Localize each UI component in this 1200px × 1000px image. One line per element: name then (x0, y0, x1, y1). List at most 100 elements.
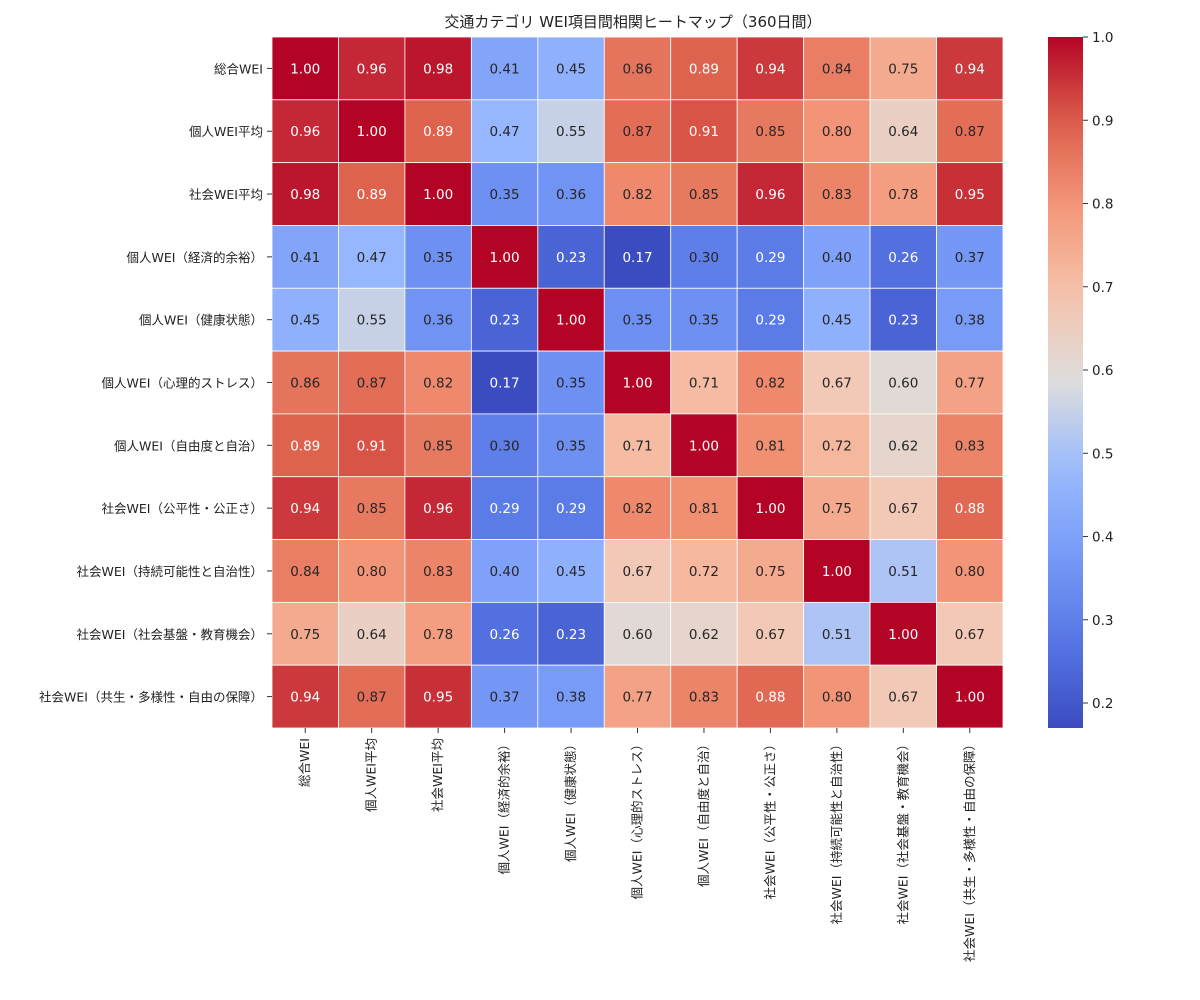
cell-value-label: 0.35 (490, 187, 520, 203)
colorbar-tick-label: 0.3 (1092, 613, 1113, 629)
heatmap-cell (869, 476, 937, 540)
heatmap-cell (338, 99, 406, 164)
cell-value-label: 0.23 (556, 250, 586, 266)
cell-value-label: 0.82 (622, 501, 652, 517)
cell-value-label: 0.94 (955, 61, 985, 77)
heatmap-cell (670, 36, 738, 101)
cell-value-label: 0.67 (888, 501, 918, 517)
cell-value-label: 0.85 (755, 124, 785, 140)
cell-value-label: 0.72 (822, 438, 852, 454)
cell-value-label: 0.77 (955, 376, 985, 392)
cell-value-label: 0.17 (490, 376, 520, 392)
colorbar-gradient (1048, 37, 1083, 728)
heatmap-cell (338, 287, 406, 352)
x-tick-label: 社会WEI平均 (430, 738, 445, 812)
cell-value-label: 0.62 (888, 438, 918, 454)
y-tick-label: 個人WEI平均 (189, 124, 263, 139)
heatmap-cell (803, 287, 871, 352)
heatmap-cell (271, 601, 339, 666)
y-tick-label: 個人WEI（自由度と自治） (114, 438, 263, 453)
cell-value-label: 0.91 (357, 438, 387, 454)
heatmap-cell (670, 287, 738, 352)
y-tick-label: 個人WEI（健康状態） (139, 313, 263, 328)
heatmap-cell (736, 99, 805, 164)
cell-value-label: 0.82 (755, 376, 785, 392)
heatmap-cell (537, 476, 605, 540)
heatmap-cell (470, 350, 539, 415)
heatmap-cell (936, 476, 1004, 540)
cell-value-label: 0.80 (822, 124, 852, 140)
chart-title: 交通カテゴリ WEI項目間相関ヒートマップ（360日間） (444, 13, 821, 31)
heatmap-cell (338, 225, 406, 289)
heatmap-cell (470, 99, 539, 164)
cell-value-label: 0.23 (888, 313, 918, 329)
cell-value-label: 0.84 (822, 61, 852, 77)
cell-value-label: 0.71 (689, 376, 719, 392)
y-tick-label: 社会WEI平均 (189, 187, 263, 202)
x-tick-label: 個人WEI（経済的余裕） (497, 738, 512, 874)
cell-value-label: 0.89 (357, 187, 387, 203)
heatmap-cell (404, 664, 472, 729)
cell-value-label: 1.00 (357, 124, 387, 140)
cell-value-label: 0.75 (888, 61, 918, 77)
cell-value-label: 0.96 (423, 501, 453, 517)
cell-value-label: 0.38 (955, 313, 985, 329)
cell-value-label: 0.81 (689, 501, 719, 517)
x-tick-label: 社会WEI（社会基盤・教育機会） (895, 738, 910, 924)
cell-value-label: 0.75 (290, 627, 320, 643)
cell-value-label: 0.86 (622, 61, 652, 77)
cell-value-label: 0.87 (622, 124, 652, 140)
cell-value-label: 0.37 (490, 690, 520, 706)
cell-value-label: 0.64 (888, 124, 918, 140)
cell-value-label: 0.98 (290, 187, 320, 203)
y-tick-label: 総合WEI (214, 61, 263, 76)
cell-value-label: 0.36 (556, 187, 586, 203)
cell-value-label: 0.72 (689, 564, 719, 580)
cell-value-label: 0.94 (755, 61, 785, 77)
heatmap-cell (470, 664, 539, 729)
cell-value-label: 0.77 (622, 690, 652, 706)
heatmap-cell (603, 539, 672, 603)
y-tick-label: 社会WEI（持続可能性と自治性） (77, 564, 263, 579)
cell-value-label: 0.47 (490, 124, 520, 140)
cell-value-label: 0.35 (622, 313, 652, 329)
cell-value-label: 1.00 (955, 690, 985, 706)
heatmap-cell (936, 36, 1004, 101)
colorbar-tick-label: 0.2 (1092, 696, 1113, 712)
x-tick-label: 個人WEI（健康状態） (563, 738, 578, 862)
heatmap-cell (869, 162, 937, 226)
cell-value-label: 0.88 (955, 501, 985, 517)
cell-value-label: 0.83 (689, 690, 719, 706)
heatmap-cell (603, 287, 672, 352)
heatmap-cell (271, 476, 339, 540)
cell-value-label: 0.83 (955, 438, 985, 454)
cell-value-label: 0.84 (290, 564, 320, 580)
heatmap-cell (470, 601, 539, 666)
heatmap-cell (803, 413, 871, 478)
cell-value-label: 0.83 (822, 187, 852, 203)
cell-value-label: 0.78 (888, 187, 918, 203)
cell-value-label: 0.85 (357, 501, 387, 517)
cell-value-label: 0.29 (556, 501, 586, 517)
heatmap-cell (803, 539, 871, 603)
cell-value-label: 0.80 (357, 564, 387, 580)
cell-value-label: 0.98 (423, 61, 453, 77)
cell-value-label: 0.51 (822, 627, 852, 643)
cell-value-label: 0.89 (689, 61, 719, 77)
heatmap-cell (869, 539, 937, 603)
x-tick-label: 個人WEI（心理的ストレス） (630, 738, 645, 899)
heatmap-cell (736, 664, 805, 729)
heatmap-cells (271, 36, 1004, 729)
cell-value-label: 1.00 (423, 187, 453, 203)
colorbar-tick-label: 0.7 (1092, 280, 1113, 296)
cell-value-label: 0.71 (622, 438, 652, 454)
cell-value-label: 0.51 (888, 564, 918, 580)
colorbar-tick-label: 0.9 (1092, 113, 1113, 129)
heatmap-cell (470, 287, 539, 352)
cell-value-label: 0.26 (490, 627, 520, 643)
cell-value-label: 0.35 (423, 250, 453, 266)
heatmap-cell (404, 350, 472, 415)
heatmap-cell (271, 413, 339, 478)
y-tick-label: 社会WEI（公平性・公正さ） (102, 501, 263, 516)
